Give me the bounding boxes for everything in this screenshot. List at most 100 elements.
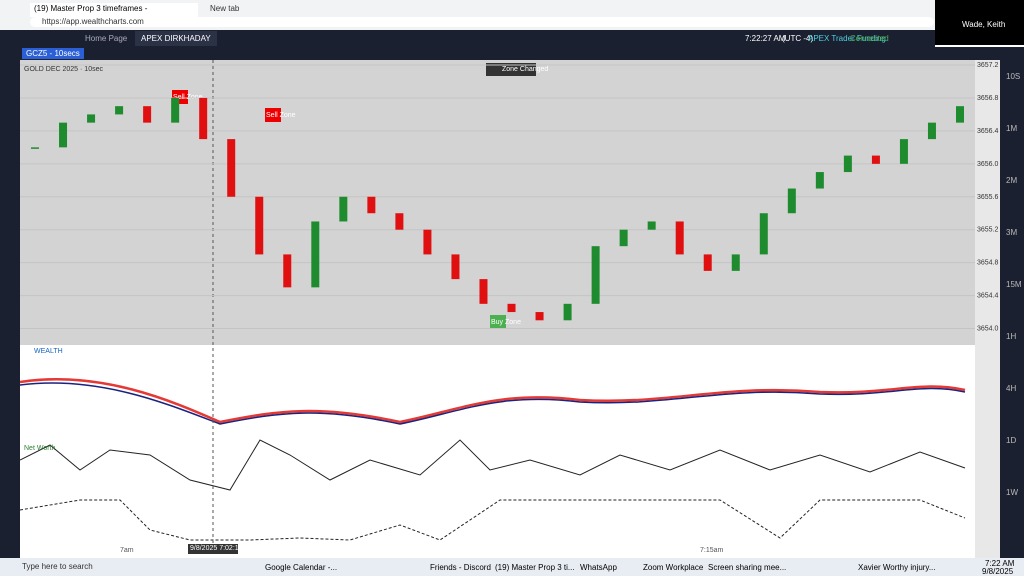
candle	[619, 229, 628, 247]
timeframe[interactable]: 1D	[1006, 436, 1017, 445]
timeframe[interactable]: 1W	[1006, 488, 1018, 497]
bottom-line	[20, 499, 966, 541]
timeframe-bar	[1000, 60, 1024, 558]
candle	[479, 279, 488, 304]
candle	[563, 303, 572, 321]
candle	[535, 312, 544, 321]
candle	[339, 196, 348, 222]
timeframe[interactable]: 3M	[1006, 228, 1018, 237]
candle	[59, 122, 68, 148]
buy-zone-box	[490, 315, 506, 329]
chart-title: GOLD DEC 2025 · 10sec	[24, 66, 103, 73]
price-pane	[20, 60, 975, 345]
chart: 7am 7:15am 9/8/2025 7:02:10 AM GOLD DEC …	[20, 60, 1000, 558]
x-label: 7:15am	[700, 547, 724, 554]
y-tick-label: 3656.4	[977, 128, 999, 135]
candle	[703, 254, 712, 271]
sidebar	[0, 60, 20, 558]
taskbar	[0, 558, 1024, 576]
dot-pane	[20, 348, 975, 365]
alert: Zone Changed	[502, 66, 548, 73]
candle	[675, 221, 684, 255]
candle	[507, 303, 516, 313]
timezone: (UTC -4)	[782, 34, 814, 43]
candle	[87, 114, 96, 123]
candle	[759, 213, 768, 255]
price-axis	[975, 60, 1000, 558]
timeframe[interactable]: 10S	[1006, 72, 1021, 81]
task-app[interactable]: Google Calendar -...	[265, 563, 338, 572]
clock: 7:22:27 AM	[745, 34, 786, 43]
candle	[731, 254, 740, 271]
candle	[311, 221, 320, 288]
sell-zone-box	[265, 108, 281, 122]
candle	[591, 246, 600, 304]
candle	[395, 213, 404, 230]
y-tick-label: 3656.0	[977, 161, 999, 168]
browser-tab[interactable]: (19) Master Prop 3 timeframes -	[30, 3, 198, 17]
candle	[227, 139, 236, 197]
account[interactable]: APEX Trader Funding	[808, 34, 886, 43]
candle	[927, 122, 936, 140]
task-app[interactable]: (19) Master Prop 3 ti...	[495, 563, 575, 572]
app-tab[interactable]: Home Page	[85, 34, 128, 43]
app-header	[0, 30, 935, 47]
candle	[871, 155, 880, 164]
candle	[956, 106, 964, 123]
y-tick-label: 3657.2	[977, 62, 999, 69]
app-tab[interactable]: APEX DIRKHADAY	[135, 31, 217, 46]
task-time: 7:22 AM	[985, 559, 1015, 568]
y-tick-label: 3656.8	[977, 95, 999, 102]
search-box[interactable]: Type here to search	[22, 562, 93, 571]
timeframe[interactable]: 2M	[1006, 176, 1018, 185]
y-tick-label: 3655.2	[977, 227, 999, 234]
candle	[423, 229, 432, 255]
networth-line	[20, 439, 966, 491]
user-name: Wade, Keith	[962, 20, 1006, 29]
candle	[199, 97, 208, 140]
browser-tab[interactable]: New tab	[210, 4, 240, 13]
timeframe[interactable]: 1M	[1006, 124, 1018, 133]
status: Connected	[850, 34, 889, 43]
candle	[367, 196, 376, 214]
candle	[843, 155, 852, 173]
y-tick-label: 3654.0	[977, 326, 999, 333]
indicator-name: WEALTH	[34, 348, 63, 355]
candle	[787, 188, 796, 214]
toolbar	[0, 47, 1024, 60]
oscillator-line	[20, 378, 966, 424]
y-tick-label: 3654.4	[977, 293, 999, 300]
candle	[647, 221, 656, 230]
alert-box	[486, 63, 536, 76]
candle	[899, 139, 908, 164]
candle	[815, 172, 824, 189]
x-label: 7am	[120, 547, 134, 554]
user-box	[935, 0, 1024, 45]
y-tick-label: 3654.8	[977, 260, 999, 267]
candle	[255, 196, 264, 255]
symbol-tab[interactable]: GCZ5 - 10secs	[22, 48, 84, 59]
candle	[451, 254, 460, 280]
cursor-time-box	[188, 544, 238, 554]
news[interactable]: Xavier Worthy injury...	[858, 563, 936, 572]
task-app[interactable]: Screen sharing mee...	[708, 563, 787, 572]
candle	[115, 106, 124, 115]
networth-label: Net Worth	[24, 445, 55, 452]
cursor-time: 9/8/2025 7:02:10 AM	[190, 545, 255, 552]
url-bar[interactable]: https://app.wealthcharts.com	[30, 17, 934, 27]
buy-zone: Buy Zone	[491, 319, 521, 326]
candle	[171, 97, 180, 123]
task-app[interactable]: WhatsApp	[580, 563, 617, 572]
bottom-pane	[20, 493, 975, 545]
candle	[143, 106, 152, 123]
candle	[31, 147, 39, 149]
task-date: 9/8/2025	[982, 567, 1014, 576]
timeframe[interactable]: 1H	[1006, 332, 1017, 341]
sell-zone: Sell Zone	[266, 112, 296, 119]
task-app[interactable]: Friends - Discord	[430, 563, 491, 572]
timeframe[interactable]: 15M	[1006, 280, 1022, 289]
task-app[interactable]: Zoom Workplace	[643, 563, 704, 572]
timeframe[interactable]: 4H	[1006, 384, 1017, 393]
